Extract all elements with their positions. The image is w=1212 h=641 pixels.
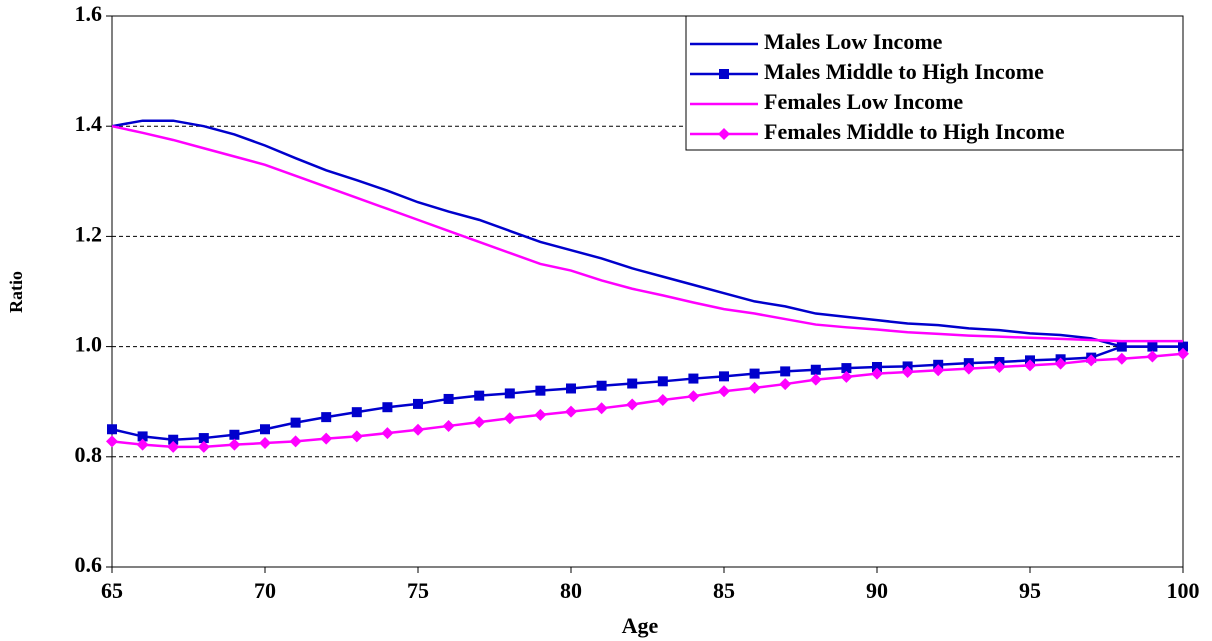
marker (871, 367, 883, 380)
marker (442, 419, 455, 432)
x-tick-label: 65 (101, 578, 123, 603)
marker (106, 435, 118, 448)
plot-border (111, 15, 1184, 568)
marker (1146, 350, 1159, 363)
marker (1116, 341, 1127, 352)
marker (627, 378, 638, 389)
marker (841, 363, 852, 374)
marker (167, 440, 180, 453)
marker (719, 69, 729, 79)
legend-label: Females Middle to High Income (764, 119, 1065, 144)
marker (779, 378, 792, 391)
marker (473, 416, 486, 429)
x-tick-label: 90 (866, 578, 888, 603)
marker (780, 366, 791, 377)
x-tick-label: 70 (254, 578, 276, 603)
marker (840, 370, 853, 383)
legend-label: Females Low Income (764, 89, 963, 114)
series-line (111, 345, 1183, 441)
marker (350, 430, 363, 443)
legend: Males Low Income Males Middle to High Inc… (685, 15, 1184, 151)
marker (901, 365, 914, 378)
marker (107, 424, 117, 435)
marker (1115, 352, 1128, 365)
y-tick-label: 1.0 (75, 332, 103, 357)
marker (719, 371, 729, 382)
marker (565, 405, 577, 418)
legend-label: Males Middle to High Income (764, 59, 1044, 84)
marker (962, 362, 975, 375)
marker (320, 432, 333, 445)
marker (474, 390, 485, 401)
marker (137, 431, 148, 442)
marker (810, 364, 821, 375)
x-axis-label: Age (622, 613, 659, 638)
marker (656, 394, 669, 407)
legend-box (685, 15, 1184, 151)
marker (687, 390, 700, 403)
marker (688, 373, 699, 384)
marker (504, 388, 515, 399)
marker (1178, 341, 1188, 352)
marker (748, 381, 761, 394)
y-tick-label: 1.4 (75, 111, 103, 136)
x-tick-label: 95 (1019, 578, 1041, 603)
marker (1054, 357, 1067, 370)
marker (1177, 347, 1189, 360)
marker (503, 412, 516, 425)
y-tick-label: 0.6 (75, 552, 103, 577)
series-line (111, 124, 1183, 343)
marker (718, 385, 730, 398)
x-tick-label: 85 (713, 578, 735, 603)
marker (1147, 341, 1158, 352)
legend-label: Males Low Income (764, 29, 943, 54)
marker (595, 402, 608, 415)
marker (993, 360, 1006, 373)
marker (260, 424, 270, 435)
marker (198, 433, 209, 444)
marker (351, 407, 362, 418)
marker (872, 361, 882, 372)
marker (229, 429, 240, 440)
x-tick-label: 75 (407, 578, 429, 603)
marker (412, 423, 424, 436)
x-tick-label: 100 (1167, 578, 1200, 603)
x-tick-label: 80 (560, 578, 582, 603)
marker (443, 393, 454, 404)
marker (534, 408, 547, 421)
marker (197, 440, 210, 453)
series-line (111, 352, 1184, 449)
marker (749, 368, 760, 379)
marker (382, 402, 393, 413)
marker (228, 438, 241, 451)
y-tick-label: 0.8 (75, 442, 103, 467)
marker (1085, 354, 1098, 367)
marker (413, 398, 423, 409)
marker (566, 383, 576, 394)
y-tick-label: 1.6 (75, 1, 103, 26)
marker (809, 373, 822, 386)
marker (626, 398, 639, 411)
marker (718, 128, 730, 140)
series-line (111, 119, 1183, 348)
marker (321, 412, 332, 423)
marker (932, 364, 945, 377)
y-tick-label: 1.2 (75, 221, 103, 246)
marker (1024, 359, 1036, 372)
y-axis-label: Ratio (6, 271, 26, 313)
marker (168, 434, 179, 445)
marker (259, 437, 271, 450)
marker (657, 376, 668, 387)
marker (289, 435, 302, 448)
marker (290, 417, 301, 428)
marker (596, 380, 607, 391)
marker (136, 438, 149, 451)
marker (381, 427, 394, 440)
marker (535, 385, 546, 396)
